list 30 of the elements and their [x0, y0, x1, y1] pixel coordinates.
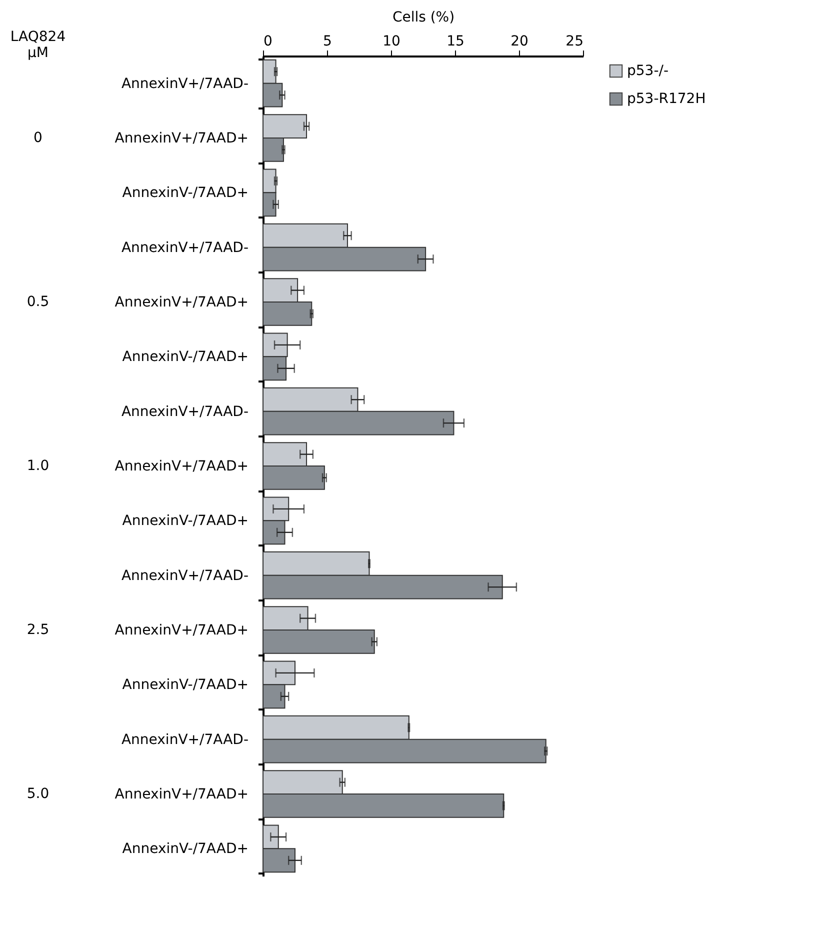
x-tick-label: 0 — [264, 34, 272, 50]
text: 5.0 — [26, 786, 50, 802]
text: 0 — [34, 130, 42, 146]
x-tick-label: 20 — [510, 34, 528, 50]
text: LAQ824 μM — [10, 29, 66, 61]
y-tick-label: AnnexinV+/7AAD+ — [114, 622, 248, 638]
legend-label: p53-/- — [627, 63, 669, 79]
x-tick-label: 15 — [446, 34, 464, 50]
x-tick-label: 5 — [323, 34, 332, 50]
y-tick-label: AnnexinV+/7AAD- — [121, 568, 248, 584]
y-tick-label: AnnexinV-/7AAD+ — [122, 677, 248, 694]
x-tick-label: 10 — [382, 34, 400, 50]
y-tick-label: AnnexinV+/7AAD+ — [114, 458, 248, 474]
text: 2.5 — [26, 622, 50, 638]
y-tick-label: AnnexinV+/7AAD+ — [114, 130, 248, 146]
x-tick-label: 25 — [566, 34, 584, 50]
y-tick-label: AnnexinV+/7AAD- — [121, 240, 248, 256]
y-tick-label: AnnexinV-/7AAD+ — [122, 349, 248, 366]
text: 1.0 — [26, 458, 50, 474]
y-tick-label: AnnexinV+/7AAD+ — [114, 786, 248, 802]
y-tick-label: AnnexinV+/7AAD- — [121, 732, 248, 748]
y-tick-label: AnnexinV-/7AAD+ — [122, 513, 248, 530]
legend-label: p53-R172H — [627, 91, 706, 107]
y-tick-label: AnnexinV-/7AAD+ — [122, 841, 248, 858]
y-tick-label: AnnexinV+/7AAD+ — [114, 294, 248, 310]
text: 0.5 — [26, 294, 50, 310]
y-tick-label: AnnexinV-/7AAD+ — [122, 185, 248, 202]
y-tick-label: AnnexinV+/7AAD- — [121, 76, 248, 92]
x-axis-title: Cells (%) — [392, 10, 455, 26]
y-tick-label: AnnexinV+/7AAD- — [121, 404, 248, 420]
